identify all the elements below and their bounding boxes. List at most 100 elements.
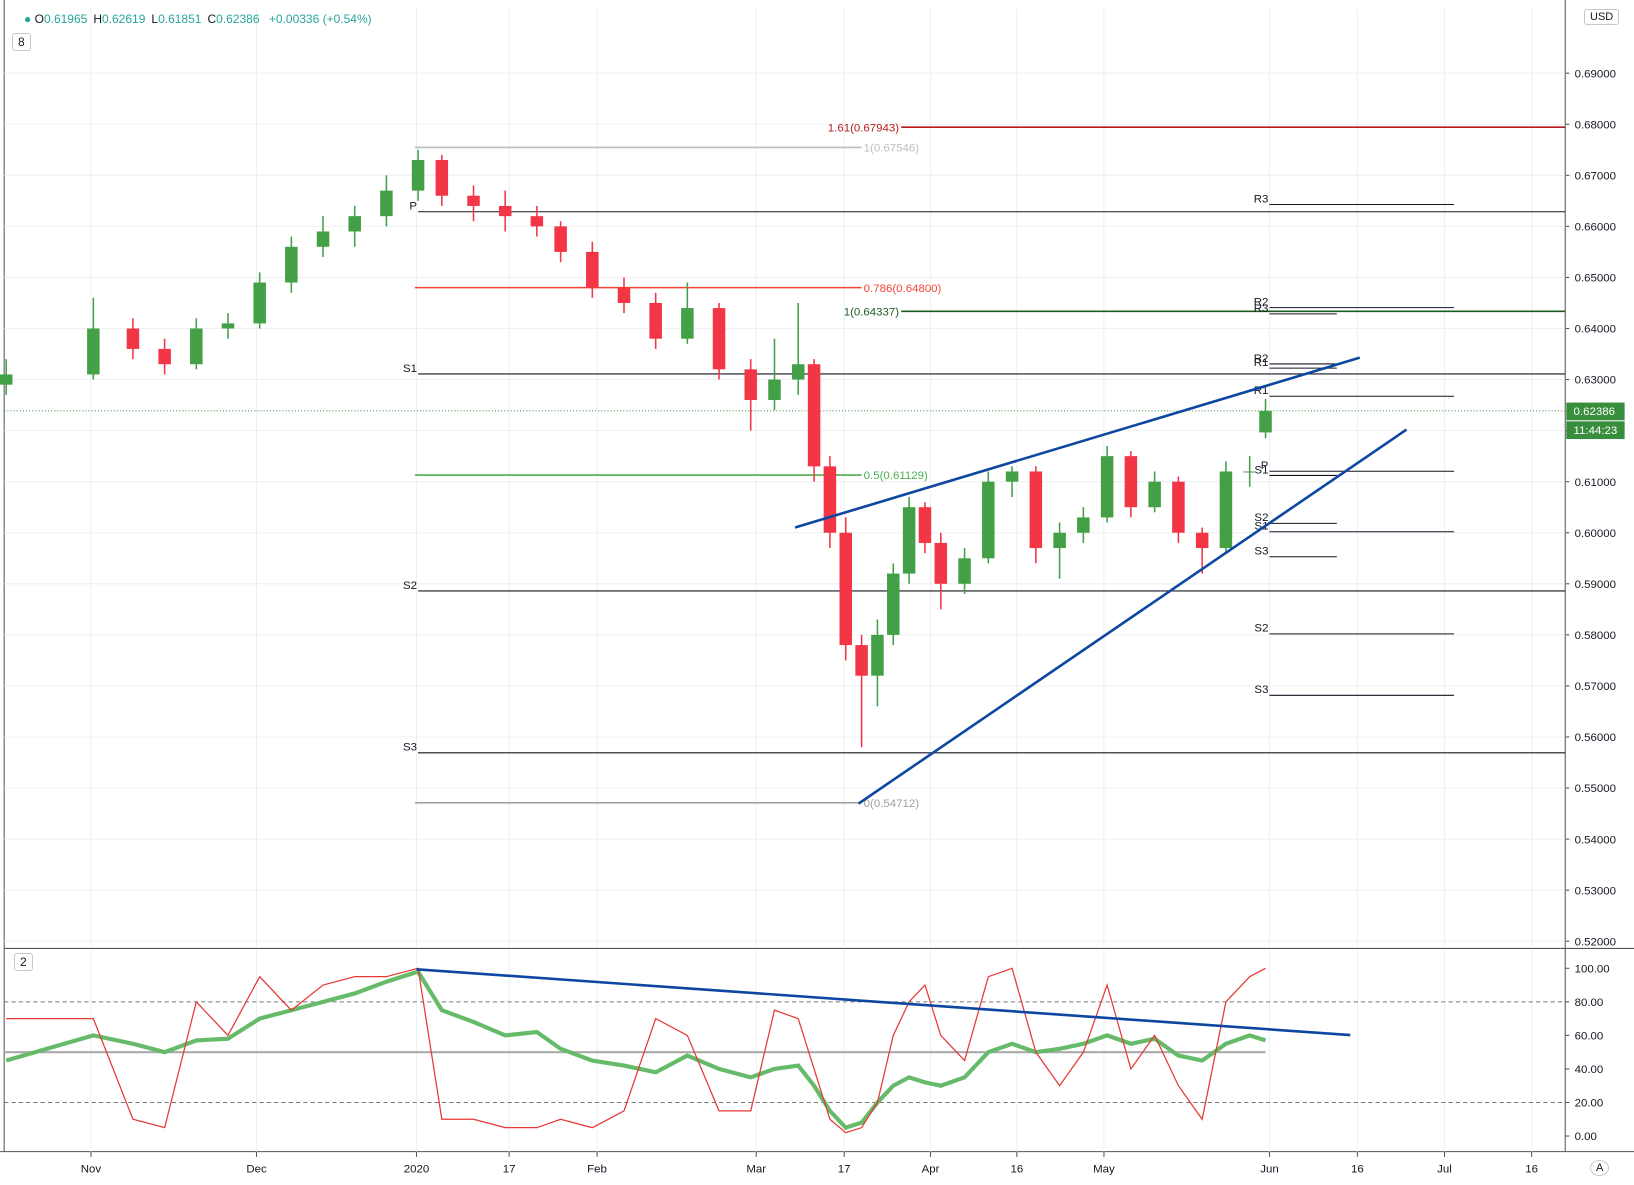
indicator-badge[interactable]: 8 (12, 33, 31, 51)
x-tick-label: 16 (1010, 1163, 1023, 1175)
y-tick-label: 0.52000 (1575, 936, 1616, 948)
y-tick-label: 0.00 (1575, 1131, 1597, 1143)
y-tick-label: 80.00 (1575, 997, 1604, 1009)
ohlc-header: ● O0.61965 H0.62619 L0.61851 C0.62386 +0.00… (24, 12, 378, 26)
candle-body (617, 287, 631, 303)
candle-body (380, 190, 393, 217)
pivot-label: R1 (1254, 357, 1269, 369)
y-tick-label: 0.67000 (1575, 170, 1616, 182)
y-tick-label: 0.58000 (1575, 630, 1616, 642)
candle-body (934, 542, 948, 584)
ohlc-value: 0.62386 (216, 12, 260, 26)
y-tick-label: 0.54000 (1575, 834, 1616, 846)
candle-body (681, 308, 694, 339)
x-tick-label: May (1093, 1163, 1115, 1175)
candle-body (158, 348, 171, 365)
candle-body (902, 507, 916, 574)
ohlc-label: L (151, 12, 159, 26)
y-tick-label: 60.00 (1575, 1031, 1604, 1043)
ohlc-values: O0.61965 H0.62619 L0.61851 C0.62386 (35, 12, 266, 26)
candle-body (887, 573, 900, 635)
candle-body (586, 251, 599, 288)
x-tick-label: Apr (922, 1163, 940, 1175)
trendline (857, 428, 1408, 805)
fib-label: 0.5(0.61129) (864, 470, 928, 482)
ohlc-label: O (34, 12, 44, 26)
x-tick-label: Jun (1260, 1163, 1278, 1175)
candle-body (1077, 517, 1090, 533)
pivot-label: S3 (1254, 684, 1268, 696)
currency[interactable]: USD (1584, 9, 1620, 25)
candle-body (435, 159, 449, 196)
pivot-label: R2 (1254, 353, 1269, 365)
candle-body (126, 328, 140, 349)
indicator-badge[interactable]: 2 (14, 953, 33, 971)
candle-body (958, 558, 971, 584)
y-tick-label: 0.69000 (1575, 68, 1616, 80)
y-tick-label: 0.63000 (1575, 375, 1616, 387)
pivot-label: P (1261, 460, 1269, 472)
fib-label: 1.61(0.67943) (828, 122, 900, 134)
candle-body (1100, 456, 1114, 518)
ohlc-label: C (207, 12, 217, 26)
candle-body (316, 231, 330, 247)
candle-body (498, 205, 512, 217)
trendline (794, 356, 1361, 529)
x-tick-label: 2020 (404, 1163, 429, 1175)
candle-body (1219, 471, 1233, 549)
x-tick-label: 16 (1525, 1163, 1538, 1175)
candle-body (1259, 410, 1272, 433)
y-tick-label: 0.55000 (1575, 783, 1616, 795)
pivot-label: S1 (403, 363, 417, 375)
countdown: 11:44:23 (1574, 425, 1618, 437)
candle-body (1172, 481, 1185, 533)
status-dot: ● (24, 12, 32, 26)
candle-body (768, 379, 781, 400)
candle-body (467, 195, 480, 206)
candle-body (0, 374, 13, 385)
auto-scale[interactable]: A (1590, 1160, 1610, 1176)
pivot-label: R3 (1254, 193, 1269, 205)
trendline (416, 967, 1351, 1037)
pivot-label: S3 (403, 742, 417, 754)
candle-body (285, 246, 298, 283)
candle-body (1053, 532, 1066, 549)
candle-body (190, 328, 203, 365)
pivot-label: S2 (1254, 512, 1268, 524)
candle-body (253, 282, 266, 324)
fib-label: 0.786(0.64800) (864, 283, 942, 295)
candle-body (1243, 471, 1256, 473)
y-tick-label: 0.56000 (1575, 732, 1616, 744)
y-tick-label: 0.60000 (1575, 528, 1616, 540)
y-tick-label: 40.00 (1575, 1064, 1604, 1076)
fib-label: 1(0.67546) (864, 143, 920, 155)
fib-label: 0(0.54712) (864, 798, 920, 810)
candle-body (712, 308, 726, 370)
x-tick-label: 17 (838, 1163, 851, 1175)
x-tick-label: Mar (746, 1163, 766, 1175)
y-tick-label: 0.61000 (1575, 477, 1616, 489)
y-tick-label: 0.59000 (1575, 579, 1616, 591)
candle-body (87, 328, 100, 375)
ohlc-value: 0.61965 (43, 12, 88, 26)
x-tick-label: 17 (503, 1163, 516, 1175)
candle-body (221, 323, 235, 329)
pivot-label: S3 (1254, 546, 1268, 558)
candle-body (1005, 471, 1019, 482)
pivot-label: R2 (1254, 297, 1269, 309)
y-tick-label: 0.66000 (1575, 222, 1616, 234)
candle-body (554, 226, 567, 252)
candle-body (1124, 456, 1138, 508)
y-tick-label: 0.53000 (1575, 885, 1616, 897)
pivot-label: S1 (1254, 464, 1268, 476)
change: +0.00336 (+0.54%) (268, 12, 372, 26)
candle-body (839, 532, 853, 646)
x-tick-label: Jul (1437, 1163, 1452, 1175)
ohlc-value: 0.61851 (158, 12, 202, 26)
candle-body (348, 216, 361, 232)
x-tick-label: Nov (81, 1163, 102, 1175)
x-tick-label: Feb (587, 1163, 607, 1175)
candle-body (855, 645, 868, 676)
